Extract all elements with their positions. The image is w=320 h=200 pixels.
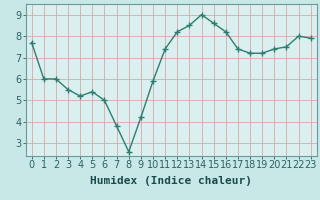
X-axis label: Humidex (Indice chaleur): Humidex (Indice chaleur) — [90, 176, 252, 186]
